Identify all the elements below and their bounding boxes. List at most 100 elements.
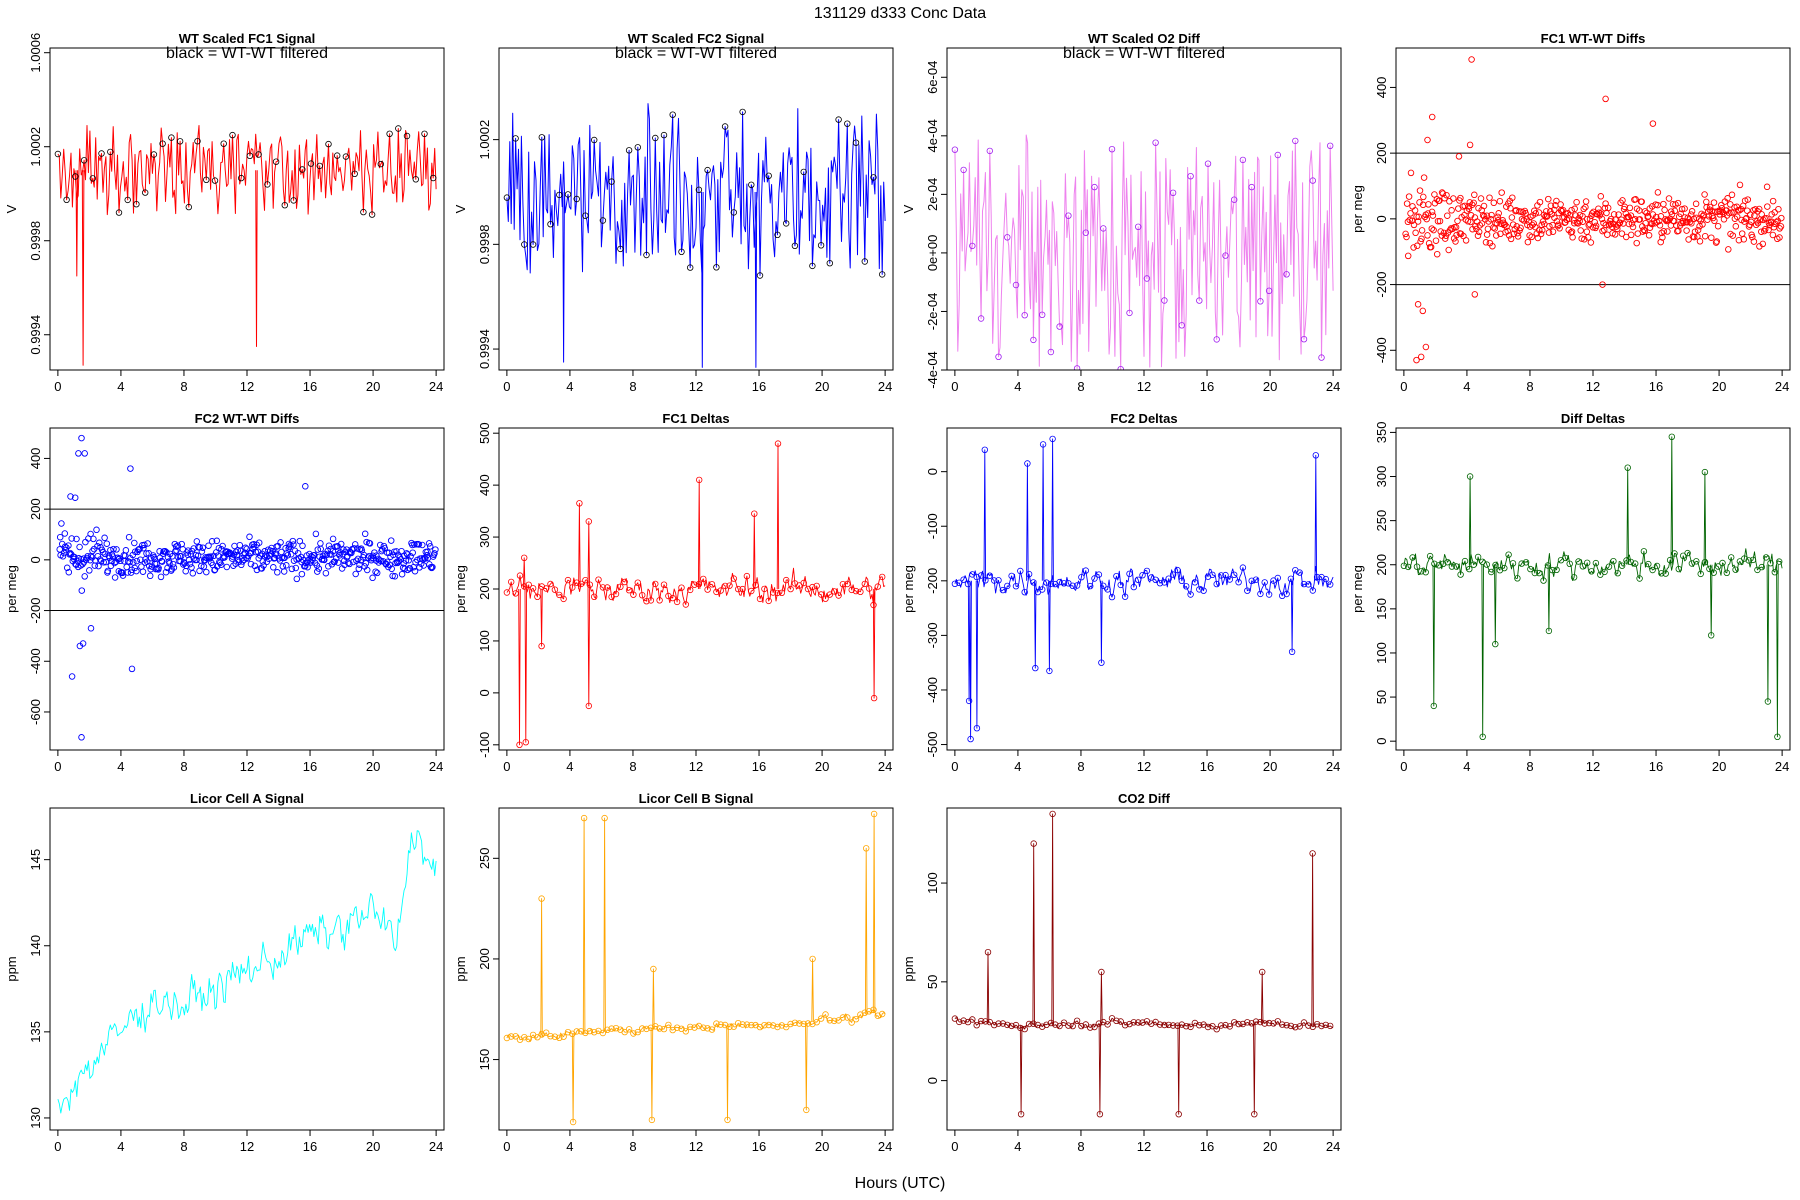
data-marker bbox=[521, 554, 528, 561]
data-marker bbox=[673, 598, 681, 606]
data-point bbox=[1553, 218, 1561, 225]
data-point bbox=[1568, 206, 1575, 214]
data-point bbox=[1408, 217, 1416, 225]
data-marker bbox=[691, 581, 698, 588]
data-marker bbox=[1032, 664, 1039, 672]
data-point bbox=[1489, 242, 1496, 250]
data-marker bbox=[634, 144, 641, 151]
data-point bbox=[1602, 221, 1610, 229]
y-tick-label: 2e-04 bbox=[925, 178, 940, 211]
data-marker bbox=[1091, 183, 1098, 191]
data-marker bbox=[1614, 570, 1621, 577]
plot-area bbox=[54, 125, 437, 366]
data-point bbox=[314, 546, 322, 553]
data-point bbox=[200, 563, 208, 570]
data-marker bbox=[991, 1021, 998, 1029]
data-marker bbox=[1209, 571, 1216, 578]
data-marker bbox=[879, 271, 886, 278]
data-marker bbox=[813, 582, 820, 590]
data-point bbox=[1661, 206, 1668, 214]
data-marker bbox=[1775, 558, 1783, 565]
data-point bbox=[1656, 222, 1664, 229]
data-marker bbox=[852, 139, 860, 146]
data-point bbox=[406, 565, 414, 572]
data-marker bbox=[1187, 591, 1194, 598]
data-marker bbox=[804, 585, 812, 593]
data-marker bbox=[1191, 579, 1199, 586]
data-marker bbox=[852, 1016, 860, 1023]
data-point bbox=[317, 545, 324, 553]
data-point bbox=[166, 560, 173, 567]
data-point bbox=[229, 553, 236, 560]
x-tick-label: 24 bbox=[1775, 759, 1789, 774]
data-marker bbox=[1444, 559, 1451, 566]
data-marker bbox=[1073, 1017, 1081, 1024]
y-tick-label: -400 bbox=[28, 648, 43, 674]
data-marker bbox=[1239, 1020, 1247, 1028]
data-point bbox=[1611, 231, 1619, 238]
data-marker bbox=[870, 601, 877, 609]
data-point bbox=[1701, 191, 1708, 198]
data-marker bbox=[967, 735, 974, 743]
x-tick-label: 8 bbox=[1077, 1139, 1084, 1154]
data-point bbox=[1420, 193, 1427, 201]
data-marker bbox=[870, 694, 878, 702]
data-marker bbox=[1056, 1022, 1063, 1030]
outlier-point bbox=[1413, 356, 1420, 364]
data-point bbox=[169, 560, 177, 568]
data-marker bbox=[1658, 570, 1665, 577]
data-marker bbox=[1322, 1021, 1329, 1029]
data-marker bbox=[150, 151, 158, 158]
x-tick-label: 20 bbox=[815, 1139, 829, 1154]
data-marker bbox=[1466, 565, 1473, 573]
data-marker bbox=[726, 1023, 733, 1030]
data-point bbox=[1619, 197, 1626, 204]
data-marker bbox=[1767, 560, 1774, 567]
data-marker bbox=[1566, 560, 1573, 567]
y-tick-label: -600 bbox=[28, 699, 43, 725]
data-point bbox=[1427, 243, 1435, 251]
data-point bbox=[402, 557, 410, 564]
data-point bbox=[1467, 218, 1474, 226]
data-point bbox=[1708, 234, 1715, 241]
y-tick-label: -200 bbox=[28, 598, 43, 624]
data-marker bbox=[652, 580, 659, 588]
chart-panel: 0 4 8 12 16 20 24 130 135 140 145 ppm Licor Cell A S… bbox=[4, 791, 445, 1154]
data-marker bbox=[730, 575, 737, 582]
y-tick-label: 0 bbox=[28, 556, 43, 563]
data-marker bbox=[1274, 574, 1281, 582]
data-point bbox=[76, 543, 83, 551]
data-marker bbox=[325, 140, 332, 148]
x-tick-label: 20 bbox=[366, 759, 380, 774]
data-point bbox=[1443, 191, 1450, 199]
data-marker bbox=[1583, 559, 1591, 566]
data-point bbox=[1641, 208, 1649, 215]
data-point bbox=[107, 546, 114, 554]
data-point bbox=[133, 567, 140, 575]
data-marker bbox=[817, 242, 825, 249]
data-point bbox=[327, 551, 335, 558]
data-point bbox=[1524, 238, 1532, 246]
data-point bbox=[337, 540, 345, 548]
data-marker bbox=[538, 1031, 545, 1038]
data-point bbox=[170, 564, 178, 571]
x-tick-label: 8 bbox=[629, 759, 636, 774]
data-marker bbox=[704, 1025, 711, 1032]
data-point bbox=[144, 540, 151, 547]
data-point bbox=[1543, 213, 1551, 220]
data-marker bbox=[582, 577, 589, 584]
data-marker bbox=[1300, 1019, 1308, 1026]
outlier-point bbox=[1419, 307, 1427, 315]
data-marker bbox=[1292, 137, 1299, 145]
data-point bbox=[1402, 230, 1409, 238]
data-point bbox=[1733, 213, 1741, 220]
data-marker bbox=[951, 580, 959, 587]
data-point bbox=[65, 542, 72, 549]
data-marker bbox=[1104, 586, 1111, 593]
data-point bbox=[1452, 224, 1460, 231]
data-marker bbox=[756, 272, 764, 279]
data-point bbox=[188, 564, 195, 571]
data-point bbox=[1650, 217, 1658, 225]
data-marker bbox=[1161, 297, 1168, 304]
data-point bbox=[416, 564, 423, 571]
